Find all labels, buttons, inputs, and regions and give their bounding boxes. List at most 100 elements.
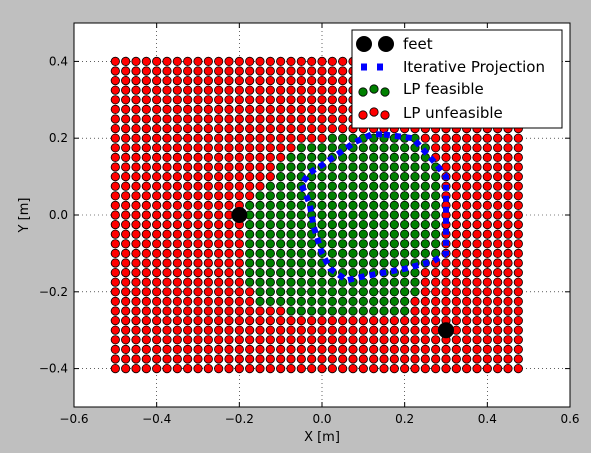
- lp-unfeasible-point: [141, 66, 151, 76]
- lp-unfeasible-point: [152, 315, 162, 326]
- lp-feasible-point: [379, 200, 389, 210]
- lp-feasible-point: [317, 200, 327, 210]
- lp-unfeasible-point: [255, 315, 265, 326]
- lp-unfeasible-point: [286, 315, 296, 326]
- lp-unfeasible-point: [172, 267, 182, 278]
- lp-unfeasible-point: [482, 181, 492, 191]
- lp-unfeasible-point: [162, 95, 172, 105]
- lp-unfeasible-point: [513, 152, 523, 162]
- lp-unfeasible-point: [172, 56, 182, 67]
- lp-unfeasible-point: [131, 104, 141, 115]
- lp-feasible-point: [255, 239, 265, 249]
- lp-unfeasible-point: [121, 354, 131, 364]
- lp-unfeasible-point: [410, 354, 420, 364]
- lp-unfeasible-point: [503, 220, 513, 230]
- lp-feasible-point: [348, 200, 358, 210]
- lp-unfeasible-point: [472, 258, 482, 268]
- lp-feasible-point: [389, 258, 399, 268]
- lp-feasible-point: [276, 267, 286, 278]
- lp-unfeasible-point: [214, 210, 224, 220]
- lp-unfeasible-point: [121, 191, 131, 201]
- lp-unfeasible-point: [513, 143, 523, 153]
- lp-unfeasible-point: [162, 325, 172, 335]
- lp-unfeasible-point: [214, 124, 224, 134]
- lp-unfeasible-point: [224, 220, 234, 230]
- lp-feasible-point: [338, 200, 348, 210]
- lp-unfeasible-point: [224, 296, 234, 306]
- lp-unfeasible-point: [183, 162, 193, 172]
- lp-feasible-point: [307, 152, 317, 162]
- lp-feasible-point: [286, 277, 296, 287]
- lp-unfeasible-point: [431, 354, 441, 364]
- lp-feasible-point: [389, 229, 399, 239]
- lp-feasible-point: [358, 200, 368, 210]
- lp-feasible-point: [348, 267, 358, 278]
- lp-feasible-point: [296, 239, 306, 249]
- lp-unfeasible-point: [224, 335, 234, 345]
- lp-unfeasible-point: [162, 363, 172, 374]
- lp-unfeasible-point: [224, 172, 234, 182]
- lp-feasible-point: [379, 152, 389, 162]
- lp-unfeasible-point: [369, 344, 379, 354]
- lp-unfeasible-point: [193, 296, 203, 306]
- lp-unfeasible-point: [358, 363, 368, 374]
- lp-feasible-point: [400, 239, 410, 249]
- lp-unfeasible-point: [172, 296, 182, 306]
- lp-feasible-point: [389, 162, 399, 172]
- lp-feasible-point: [338, 229, 348, 239]
- lp-unfeasible-point: [317, 344, 327, 354]
- lp-unfeasible-point: [327, 325, 337, 335]
- lp-unfeasible-point: [462, 181, 472, 191]
- lp-feasible-point: [307, 181, 317, 191]
- lp-feasible-point: [400, 296, 410, 306]
- lp-unfeasible-point: [183, 124, 193, 134]
- lp-feasible-point: [431, 181, 441, 191]
- lp-unfeasible-point: [307, 335, 317, 345]
- lp-unfeasible-point: [317, 325, 327, 335]
- lp-unfeasible-point: [493, 172, 503, 182]
- lp-feasible-point: [420, 181, 430, 191]
- lp-feasible-point: [327, 162, 337, 172]
- lp-unfeasible-point: [214, 229, 224, 239]
- lp-feasible-point: [420, 248, 430, 258]
- lp-unfeasible-point: [410, 335, 420, 345]
- lp-feasible-point: [245, 220, 255, 230]
- lp-feasible-point: [379, 229, 389, 239]
- lp-unfeasible-point: [286, 56, 296, 67]
- lp-unfeasible-point: [183, 344, 193, 354]
- lp-unfeasible-point: [317, 104, 327, 115]
- lp-feasible-point: [317, 172, 327, 182]
- lp-unfeasible-point: [420, 296, 430, 306]
- lp-feasible-point: [400, 277, 410, 287]
- lp-feasible-point: [327, 296, 337, 306]
- lp-unfeasible-point: [276, 133, 286, 143]
- lp-unfeasible-point: [493, 220, 503, 230]
- lp-feasible-point: [307, 258, 317, 268]
- lp-unfeasible-point: [121, 124, 131, 134]
- lp-unfeasible-point: [183, 220, 193, 230]
- lp-unfeasible-point: [245, 56, 255, 67]
- lp-unfeasible-point: [286, 66, 296, 76]
- lp-unfeasible-point: [162, 220, 172, 230]
- lp-unfeasible-point: [410, 306, 420, 316]
- lp-unfeasible-point: [296, 85, 306, 95]
- lp-unfeasible-point: [296, 76, 306, 86]
- lp-unfeasible-point: [255, 104, 265, 115]
- lp-feasible-point: [307, 306, 317, 316]
- lp-feasible-point: [276, 200, 286, 210]
- lp-unfeasible-point: [462, 344, 472, 354]
- lp-unfeasible-point: [214, 296, 224, 306]
- lp-unfeasible-point: [472, 296, 482, 306]
- lp-feasible-point: [338, 248, 348, 258]
- lp-unfeasible-point: [493, 306, 503, 316]
- lp-unfeasible-point: [162, 287, 172, 297]
- lp-unfeasible-point: [245, 172, 255, 182]
- lp-unfeasible-point: [162, 277, 172, 287]
- lp-feasible-point: [400, 248, 410, 258]
- lp-feasible-point: [296, 287, 306, 297]
- lp-unfeasible-point: [286, 335, 296, 345]
- legend-marker-lp-feasible: [380, 87, 390, 97]
- lp-unfeasible-point: [121, 325, 131, 335]
- lp-unfeasible-point: [255, 85, 265, 95]
- lp-feasible-point: [369, 181, 379, 191]
